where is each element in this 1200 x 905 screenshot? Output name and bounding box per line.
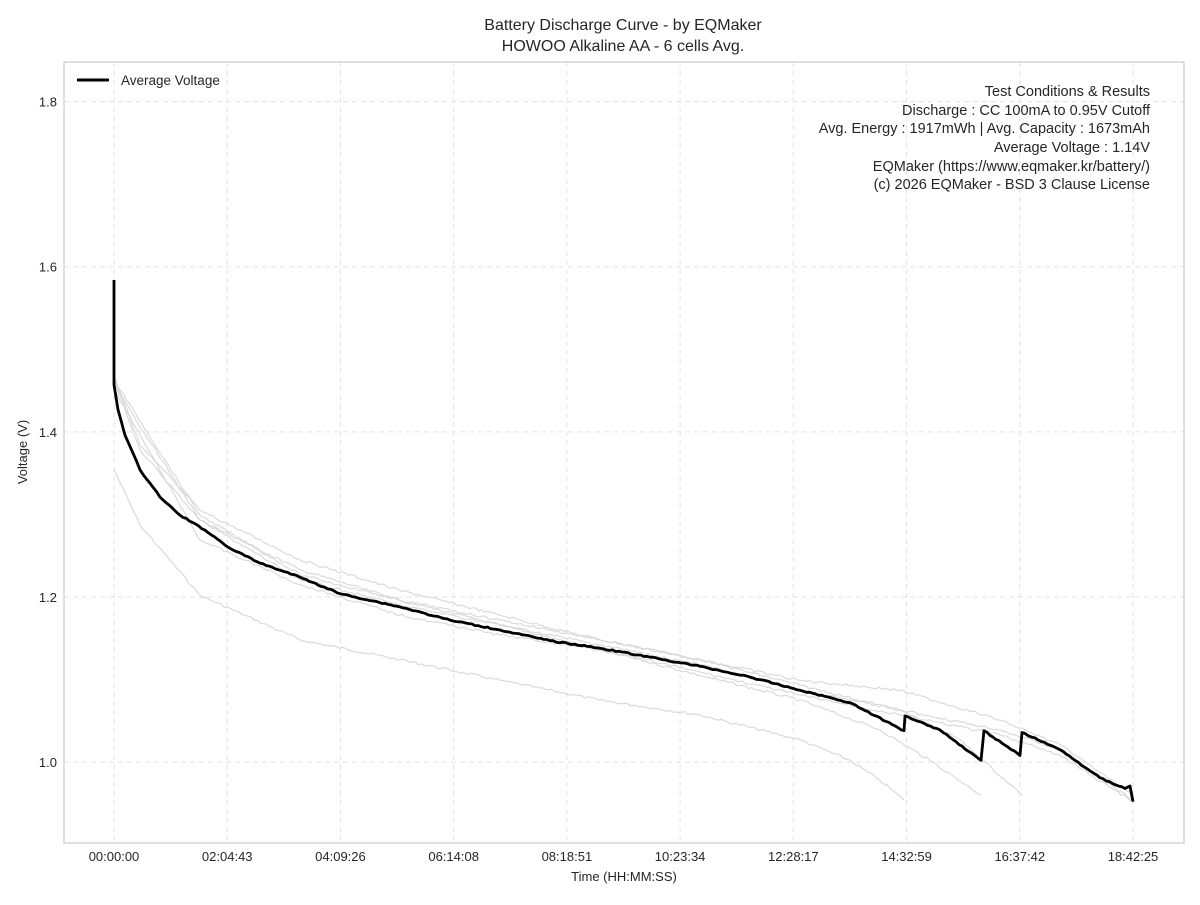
- cell-line: [113, 379, 1134, 796]
- annotation-line: (c) 2026 EQMaker - BSD 3 Clause License: [874, 177, 1150, 193]
- cell-lines: [113, 374, 1134, 803]
- x-tick-label: 06:14:08: [428, 849, 479, 864]
- x-axis-label: Time (HH:MM:SS): [571, 869, 677, 884]
- x-tick-label: 12:28:17: [768, 849, 819, 864]
- cell-line: [113, 384, 1134, 801]
- annotation-line: Avg. Energy : 1917mWh | Avg. Capacity : …: [819, 121, 1150, 137]
- average-line-group: [112, 280, 1135, 802]
- annotation-line: Average Voltage : 1.14V: [994, 140, 1150, 156]
- x-tick-label: 08:18:51: [542, 849, 593, 864]
- annotation-line: Discharge : CC 100mA to 0.95V Cutoff: [902, 103, 1151, 119]
- cell-line: [113, 374, 1023, 796]
- cell-line: [113, 379, 982, 796]
- y-axis-label: Voltage (V): [15, 420, 30, 484]
- x-tick-label: 14:32:59: [881, 849, 932, 864]
- y-tick-label: 1.0: [39, 755, 57, 770]
- chart-title: Battery Discharge Curve - by EQMaker: [484, 17, 762, 34]
- annotation-line: EQMaker (https://www.eqmaker.kr/battery/…: [873, 159, 1150, 175]
- chart-subtitle: HOWOO Alkaline AA - 6 cells Avg.: [502, 38, 744, 55]
- x-tick-label: 02:04:43: [202, 849, 253, 864]
- cell-line: [113, 469, 905, 801]
- x-tick-label: 10:23:34: [655, 849, 706, 864]
- average-voltage-line: [112, 280, 1135, 802]
- x-tick-label: 00:00:00: [89, 849, 140, 864]
- y-tick-label: 1.2: [39, 590, 57, 605]
- x-tick-label: 04:09:26: [315, 849, 366, 864]
- y-tick-label: 1.6: [39, 260, 57, 275]
- x-tick-label: 16:37:42: [994, 849, 1045, 864]
- x-tick-label: 18:42:25: [1108, 849, 1159, 864]
- legend: Average Voltage: [77, 73, 220, 88]
- y-tick-label: 1.4: [39, 425, 57, 440]
- cell-line: [113, 389, 1134, 803]
- plot-frame: [63, 61, 1185, 844]
- axis-ticks: 00:00:00 02:04:43 04:09:26 06:14:08 08:18:51…: [39, 95, 1158, 864]
- y-tick-label: 1.8: [39, 95, 57, 110]
- annotation-box: Test Conditions & Results Discharge : CC…: [819, 84, 1151, 193]
- annotation-line: Test Conditions & Results: [985, 84, 1150, 100]
- grid: [64, 62, 1184, 843]
- legend-label-average: Average Voltage: [121, 73, 220, 88]
